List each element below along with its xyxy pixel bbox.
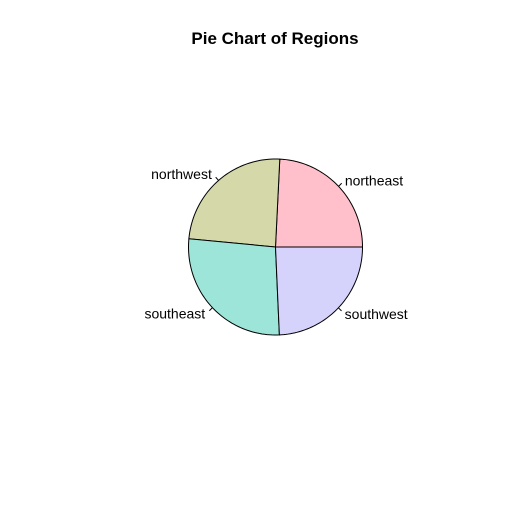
leader-line-northwest — [216, 177, 219, 180]
slice-label-northeast: northeast — [345, 172, 403, 188]
leader-line-southwest — [338, 308, 341, 311]
leader-line-southeast — [209, 308, 212, 311]
leader-line-northeast — [339, 183, 342, 186]
slice-label-southwest: southwest — [345, 306, 408, 322]
slices-layer — [189, 159, 363, 335]
chart-title: Pie Chart of Regions — [191, 29, 358, 48]
slice-label-northwest: northwest — [151, 166, 212, 182]
slice-label-southeast: southeast — [144, 306, 205, 322]
